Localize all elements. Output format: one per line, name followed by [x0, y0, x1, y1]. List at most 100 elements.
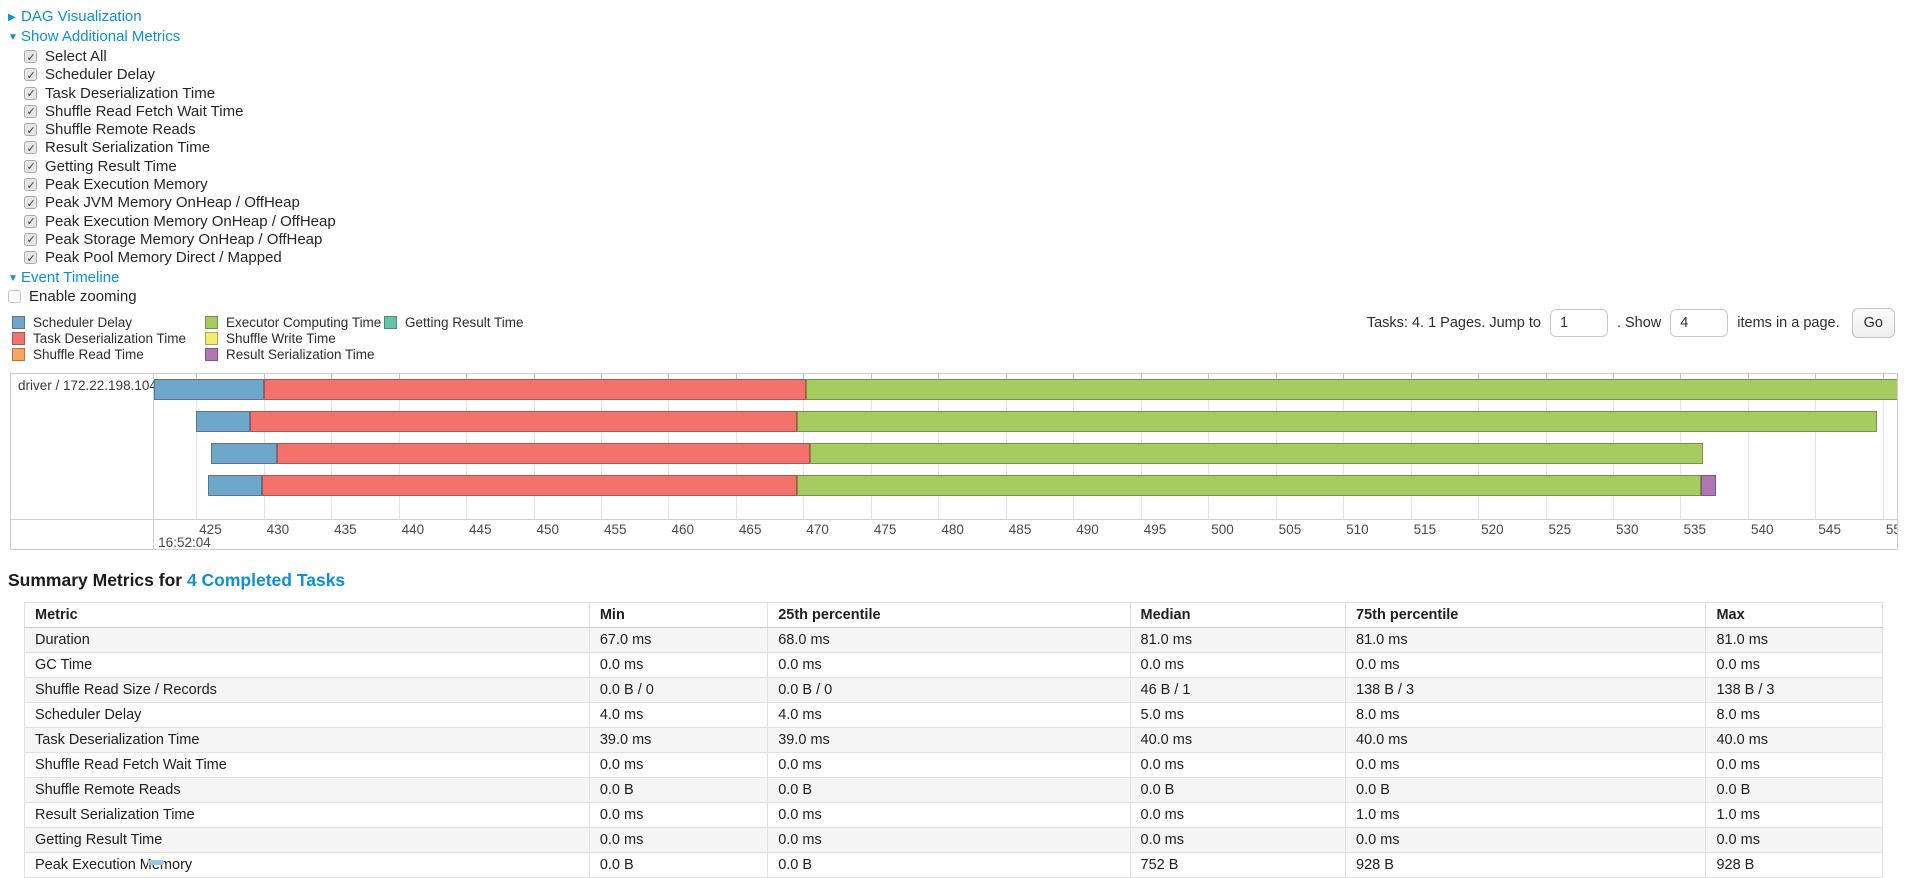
task-bar-segment-task-deserialization[interactable]: [262, 474, 797, 496]
jump-to-page-input[interactable]: [1549, 308, 1608, 337]
axis-tick-mark: [735, 373, 737, 379]
axis-tick-label: 540: [1750, 521, 1774, 537]
axis-tick-mark: [803, 373, 805, 379]
metric-checkbox-row: Task Deserialization Time: [24, 85, 1907, 103]
completed-tasks-link[interactable]: 4 Completed Tasks: [186, 569, 346, 590]
metric-value-cell: 0.0 ms: [588, 751, 769, 778]
axis-tick-mark: [1073, 373, 1075, 379]
task-bar-segment-task-deserialization[interactable]: [277, 442, 811, 464]
task-bar-segment-scheduler-delay[interactable]: [154, 378, 264, 400]
metric-checkbox[interactable]: [24, 158, 37, 177]
shuffle-read-swatch-icon: [12, 347, 25, 361]
axis-tick-label: 530: [1616, 521, 1639, 537]
task-bar-segment-executor-computing[interactable]: [796, 474, 1701, 496]
axis-tick-mark: [533, 373, 535, 379]
show-additional-metrics-link[interactable]: Show Additional Metrics: [21, 28, 181, 45]
metric-checkbox-row: Peak Execution Memory OnHeap / OffHeap: [24, 213, 1907, 231]
metric-checkbox-row: Getting Result Time: [24, 158, 1907, 177]
axis-tick-label: 515: [1413, 521, 1437, 537]
metric-checkbox[interactable]: [24, 177, 37, 195]
enable-zooming-checkbox[interactable]: [8, 289, 21, 303]
metric-value-cell: 68.0 ms: [767, 626, 1131, 653]
axis-tick-mark: [398, 373, 400, 379]
metric-checkbox-row: Shuffle Remote Reads: [24, 121, 1907, 140]
table-row: Task Deserialization Time 39.0 ms 39.0 ms 4…: [24, 726, 1883, 753]
metric-value-cell: 4.0 ms: [588, 701, 769, 728]
metric-checkbox-row: Peak Storage Memory OnHeap / OffHeap: [24, 231, 1907, 250]
task-bar-segment-executor-computing[interactable]: [806, 378, 1897, 400]
metric-checkbox-label: Select All: [45, 48, 107, 65]
task-bar-segment-executor-computing[interactable]: [810, 442, 1704, 464]
metric-value-cell: 0.0 B / 0: [588, 676, 769, 703]
metric-checkbox[interactable]: [24, 250, 37, 268]
column-header: 75th percentile: [1345, 601, 1707, 628]
task-bar-segment-scheduler-delay[interactable]: [208, 474, 263, 496]
metric-checkbox[interactable]: [24, 85, 37, 103]
axis-tick-label: 460: [671, 521, 694, 537]
event-timeline-row[interactable]: ▼ Event Timeline: [8, 268, 1907, 288]
metric-value-cell: 0.0 ms: [1345, 651, 1707, 678]
legend-column: Getting Result Time: [384, 315, 524, 331]
triangle-down-icon: ▼: [8, 32, 18, 43]
axis-tick-mark: [1478, 373, 1480, 379]
event-timeline-chart: driver / 172.22.198.104 16:52:04 425 430 4…: [10, 372, 1898, 550]
column-header: Metric: [24, 601, 590, 628]
dag-visualization-row[interactable]: ▶ DAG Visualization: [8, 7, 1907, 27]
metric-checkbox-label: Shuffle Read Fetch Wait Time: [45, 102, 244, 120]
go-button[interactable]: Go: [1851, 307, 1895, 338]
metric-value-cell: 46 B / 1: [1129, 676, 1347, 703]
metric-checkbox[interactable]: [24, 122, 37, 140]
metric-checkbox[interactable]: [24, 195, 37, 213]
axis-tick-mark: [1275, 373, 1277, 379]
metric-checkbox[interactable]: [24, 140, 37, 158]
metric-checkbox[interactable]: [24, 231, 37, 250]
axis-gridline: [1747, 373, 1749, 519]
metric-value-cell: 0.0 ms: [767, 826, 1131, 853]
table-row: Scheduler Delay 4.0 ms 4.0 ms 5.0 ms 8.0 ms 8…: [24, 701, 1883, 728]
metric-value-cell: 0.0 ms: [1705, 751, 1883, 778]
summary-metrics-table: Metric Min 25th percentile Median 75th perce…: [24, 601, 1883, 878]
legend-item: Getting Result Time: [384, 315, 524, 331]
metric-value-cell: 81.0 ms: [1345, 626, 1707, 653]
metric-value-cell: 138 B / 3: [1705, 676, 1883, 703]
axis-tick-label: 485: [1008, 521, 1032, 537]
shuffle-write-swatch-icon: [205, 331, 218, 345]
legend-column: Scheduler Delay Task Deserialization Time…: [12, 315, 205, 363]
task-bar-segment-task-deserialization[interactable]: [263, 378, 807, 400]
metric-checkbox-row: Peak Pool Memory Direct / Mapped: [24, 249, 1907, 268]
axis-tick-label: 490: [1076, 521, 1099, 537]
metric-checkbox[interactable]: [24, 213, 37, 231]
metric-checkbox-label: Peak Execution Memory: [45, 176, 208, 194]
metric-checkbox-label: Peak Pool Memory Direct / Mapped: [45, 249, 282, 267]
axis-tick-mark: [1208, 373, 1210, 379]
metric-checkbox[interactable]: [24, 49, 37, 67]
axis-tick-mark: [466, 373, 468, 379]
metric-checkbox[interactable]: [24, 67, 37, 85]
task-bar-segment-result-serialization[interactable]: [1700, 474, 1716, 496]
items-per-page-input[interactable]: [1670, 308, 1729, 337]
group-column-divider: [153, 373, 154, 549]
column-header: 25th percentile: [767, 601, 1131, 628]
table-header-row: Metric Min 25th percentile Median 75th perce…: [24, 601, 1883, 628]
metric-value-cell: 39.0 ms: [767, 726, 1131, 753]
metric-value-cell: 40.0 ms: [1129, 726, 1347, 753]
axis-tick-mark: [1882, 373, 1884, 379]
items-per-page-label: items in a page.: [1737, 314, 1840, 331]
task-bar-segment-executor-computing[interactable]: [796, 410, 1878, 432]
axis-tick-label: 425: [199, 521, 222, 537]
task-bar-segment-scheduler-delay[interactable]: [211, 442, 278, 464]
axis-tick-label: 430: [266, 521, 290, 537]
metric-checkbox[interactable]: [24, 103, 37, 122]
metric-checkbox-row: Result Serialization Time: [24, 139, 1907, 158]
task-bar-segment-task-deserialization[interactable]: [250, 410, 797, 432]
axis-tick-label: 535: [1683, 521, 1707, 537]
dag-visualization-link[interactable]: DAG Visualization: [21, 8, 142, 25]
legend-label: Getting Result Time: [405, 314, 524, 330]
metric-value-cell: 0.0 B / 0: [767, 676, 1131, 703]
task-bar-segment-scheduler-delay[interactable]: [196, 410, 251, 432]
show-additional-metrics-row[interactable]: ▼ Show Additional Metrics: [8, 27, 1907, 47]
metric-value-cell: 0.0 B: [1345, 776, 1707, 803]
metric-value-cell: 0.0 B: [767, 776, 1131, 803]
event-timeline-link[interactable]: Event Timeline: [21, 268, 120, 286]
